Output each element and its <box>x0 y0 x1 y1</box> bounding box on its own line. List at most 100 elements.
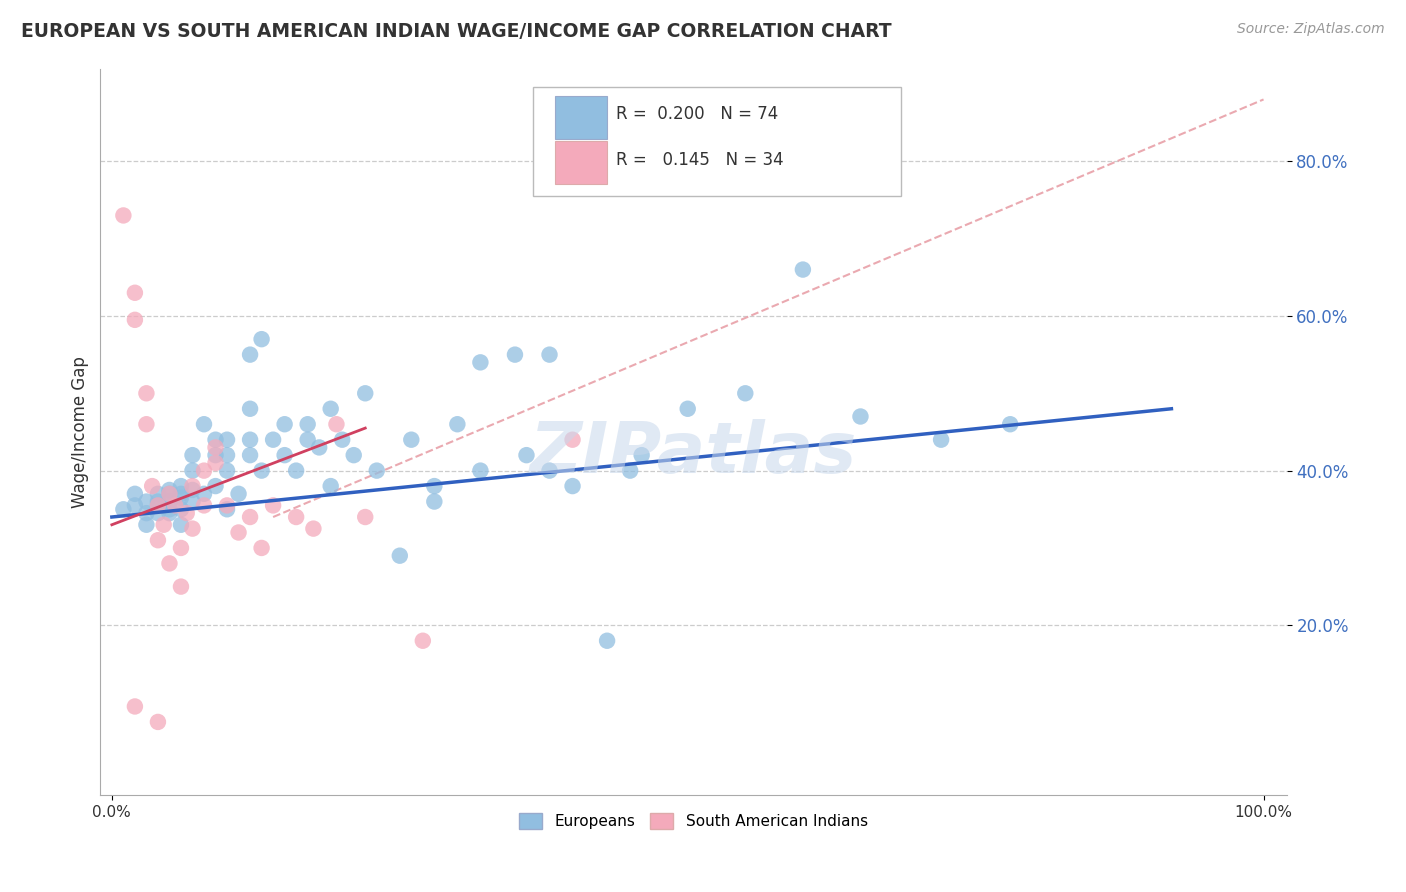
Point <box>159 483 181 497</box>
Point <box>170 580 193 594</box>
Point <box>204 456 226 470</box>
Point <box>538 464 561 478</box>
FancyBboxPatch shape <box>555 96 607 139</box>
Point <box>159 494 181 508</box>
Point <box>228 487 250 501</box>
Point <box>146 499 169 513</box>
Point <box>141 479 163 493</box>
Point <box>228 525 250 540</box>
Point <box>146 494 169 508</box>
Point <box>792 262 814 277</box>
Point <box>135 494 157 508</box>
Point <box>354 386 377 401</box>
Point <box>239 433 262 447</box>
Point <box>181 494 204 508</box>
Point <box>619 464 641 478</box>
Point <box>239 348 262 362</box>
Point <box>676 401 699 416</box>
Legend: Europeans, South American Indians: Europeans, South American Indians <box>513 806 875 835</box>
Point <box>446 417 468 432</box>
Point <box>170 479 193 493</box>
Point <box>165 499 187 513</box>
Point <box>146 533 169 548</box>
Point <box>929 433 952 447</box>
Point <box>250 332 273 346</box>
Point <box>159 506 181 520</box>
Point <box>366 464 388 478</box>
Point <box>354 510 377 524</box>
Point <box>273 448 295 462</box>
Point <box>112 502 135 516</box>
FancyBboxPatch shape <box>533 87 901 195</box>
Point <box>152 517 174 532</box>
Point <box>470 355 492 369</box>
Point <box>135 417 157 432</box>
Point <box>135 506 157 520</box>
Point <box>401 433 423 447</box>
Point <box>998 417 1021 432</box>
Point <box>204 479 226 493</box>
Point <box>250 541 273 555</box>
Point <box>181 522 204 536</box>
Point <box>297 417 319 432</box>
Point <box>193 417 215 432</box>
Point <box>388 549 411 563</box>
Point <box>215 433 238 447</box>
Point <box>262 499 284 513</box>
Point <box>308 441 330 455</box>
Point <box>181 448 204 462</box>
Point <box>538 348 561 362</box>
Point <box>250 464 273 478</box>
Point <box>273 417 295 432</box>
Point <box>503 348 526 362</box>
Point <box>302 522 325 536</box>
Text: Source: ZipAtlas.com: Source: ZipAtlas.com <box>1237 22 1385 37</box>
Point <box>412 633 434 648</box>
Text: ZIPatlas: ZIPatlas <box>530 419 858 488</box>
Point <box>561 479 583 493</box>
Point <box>124 313 146 327</box>
Point <box>319 401 342 416</box>
Point <box>181 479 204 493</box>
Point <box>470 464 492 478</box>
Point <box>215 502 238 516</box>
Point <box>170 487 193 501</box>
Point <box>146 714 169 729</box>
Point <box>596 633 619 648</box>
Point <box>204 433 226 447</box>
Point <box>181 483 204 497</box>
FancyBboxPatch shape <box>555 141 607 184</box>
Point <box>515 448 537 462</box>
Point <box>124 499 146 513</box>
Point <box>193 464 215 478</box>
Point <box>285 510 308 524</box>
Point <box>319 479 342 493</box>
Text: EUROPEAN VS SOUTH AMERICAN INDIAN WAGE/INCOME GAP CORRELATION CHART: EUROPEAN VS SOUTH AMERICAN INDIAN WAGE/I… <box>21 22 891 41</box>
Text: R =   0.145   N = 34: R = 0.145 N = 34 <box>616 151 785 169</box>
Point <box>262 433 284 447</box>
Point <box>215 448 238 462</box>
Point <box>170 502 193 516</box>
Point <box>135 517 157 532</box>
Point <box>215 464 238 478</box>
Point <box>159 487 181 501</box>
Point <box>124 285 146 300</box>
Point <box>330 433 353 447</box>
Point <box>561 433 583 447</box>
Point <box>193 499 215 513</box>
Point <box>343 448 366 462</box>
Point <box>297 433 319 447</box>
Point <box>215 499 238 513</box>
Point <box>423 479 446 493</box>
Point <box>325 417 347 432</box>
Point <box>734 386 756 401</box>
Point <box>204 441 226 455</box>
Point <box>146 506 169 520</box>
Point <box>239 510 262 524</box>
Point <box>423 494 446 508</box>
Point <box>112 209 135 223</box>
Point <box>124 699 146 714</box>
Point <box>630 448 652 462</box>
Text: R =  0.200   N = 74: R = 0.200 N = 74 <box>616 105 779 123</box>
Point <box>146 487 169 501</box>
